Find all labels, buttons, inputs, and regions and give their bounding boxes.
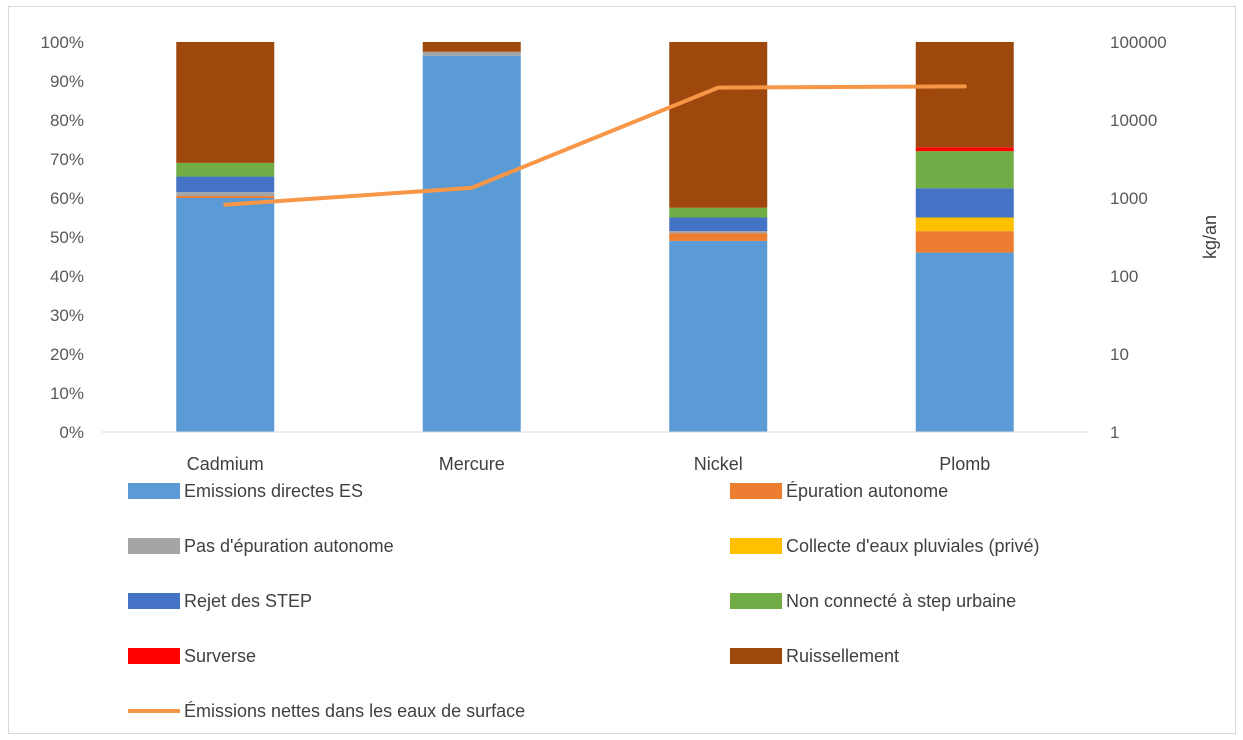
bars-group <box>176 42 1014 433</box>
bar-segment <box>669 42 768 208</box>
bar-segment <box>669 240 768 432</box>
legend-label: Non connecté à step urbaine <box>786 591 1016 611</box>
bar-segment <box>176 192 275 197</box>
bar-segment <box>915 151 1014 189</box>
y-axis-ticks: 0% 10% 20% 30% 40% 50% 60% 70% 80% 90% 100% <box>41 33 84 442</box>
legend-label: Surverse <box>184 646 256 666</box>
bar-segment <box>915 42 1014 148</box>
y-tick-label: 10% <box>50 384 84 403</box>
bar-segment <box>176 176 275 193</box>
y2-tick-label: 10000 <box>1110 111 1157 130</box>
bar-segment <box>422 51 521 56</box>
legend-swatch <box>730 648 782 664</box>
y-tick-label: 0% <box>59 423 84 442</box>
y-tick-label: 30% <box>50 306 84 325</box>
bar-segment <box>176 198 275 432</box>
bar-segment <box>915 147 1014 152</box>
legend-label: Pas d'épuration autonome <box>184 536 394 556</box>
y-tick-label: 60% <box>50 189 84 208</box>
legend-label: Collecte d'eaux pluviales (privé) <box>786 536 1040 556</box>
bar-segment <box>669 207 768 218</box>
legend-label: Ruissellement <box>786 646 899 666</box>
y-tick-label: 80% <box>50 111 84 130</box>
y-tick-label: 90% <box>50 72 84 91</box>
y2-axis-title: kg/an <box>1200 215 1220 259</box>
bar-segment <box>669 217 768 232</box>
legend-label: Rejet des STEP <box>184 591 312 611</box>
legend-swatch <box>128 593 180 609</box>
legend-swatch <box>730 538 782 554</box>
bar-segment <box>915 231 1014 253</box>
category-labels: Cadmium Mercure Nickel Plomb <box>187 454 991 474</box>
legend-label: Épuration autonome <box>786 481 948 501</box>
y2-axis-ticks: 1 10 100 1000 10000 100000 <box>1110 33 1167 442</box>
bar-segment <box>915 217 1014 232</box>
category-label: Plomb <box>939 454 990 474</box>
legend-swatch <box>730 483 782 499</box>
y2-tick-label: 10 <box>1110 345 1129 364</box>
legend-swatch <box>128 483 180 499</box>
y-tick-label: 40% <box>50 267 84 286</box>
legend-swatch <box>128 648 180 664</box>
y-tick-label: 100% <box>41 33 84 52</box>
legend-swatch <box>730 593 782 609</box>
bar-segment <box>669 233 768 241</box>
bar-segment <box>915 252 1014 432</box>
legend-label: Emissions directes ES <box>184 481 363 501</box>
bar-segment <box>669 231 768 234</box>
y-tick-label: 50% <box>50 228 84 247</box>
bar-segment <box>915 188 1014 218</box>
bar-segment <box>176 42 275 163</box>
line-series <box>223 84 967 207</box>
legend-swatch <box>128 538 180 554</box>
y-tick-label: 70% <box>50 150 84 169</box>
y-tick-label: 20% <box>50 345 84 364</box>
category-label: Nickel <box>694 454 743 474</box>
y2-tick-label: 100000 <box>1110 33 1167 52</box>
y2-tick-label: 1 <box>1110 423 1119 442</box>
y2-tick-label: 1000 <box>1110 189 1148 208</box>
bar-segment <box>422 42 521 52</box>
category-label: Mercure <box>439 454 505 474</box>
y2-tick-label: 100 <box>1110 267 1138 286</box>
category-label: Cadmium <box>187 454 264 474</box>
line-group <box>223 84 967 207</box>
bar-segment <box>176 196 275 198</box>
bar-segment <box>422 55 521 433</box>
bar-segment <box>176 162 275 177</box>
legend-label: Émissions nettes dans les eaux de surfac… <box>184 701 525 721</box>
legend: Emissions directes ES Épuration autonome P… <box>128 481 1040 721</box>
